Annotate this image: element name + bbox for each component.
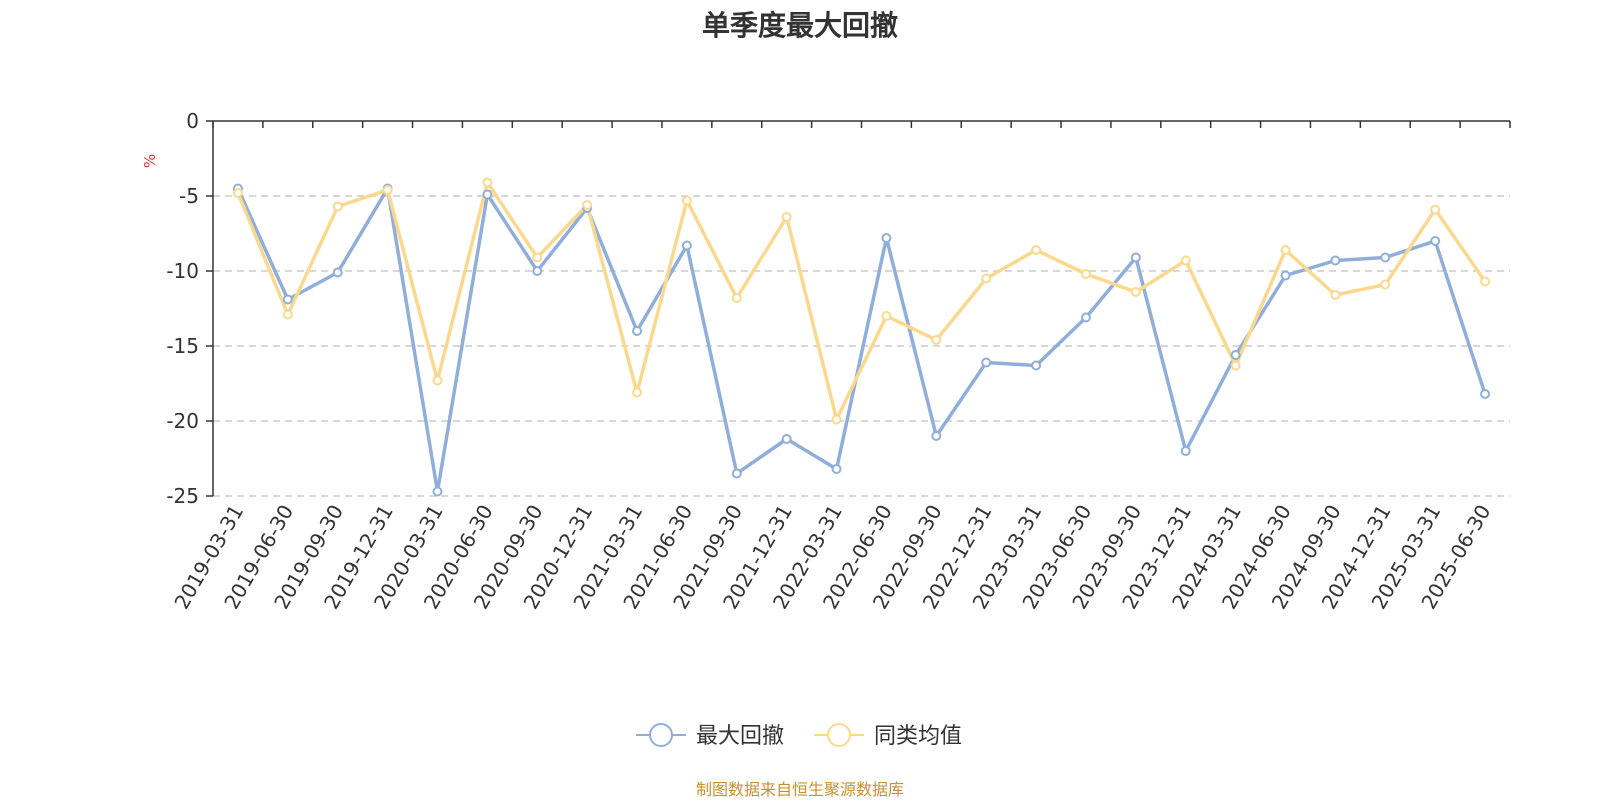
series-2-point xyxy=(482,177,493,188)
series-2-point xyxy=(1380,279,1391,290)
series-1-point xyxy=(1480,389,1491,399)
y-tick-label: 0 xyxy=(186,109,199,133)
series-2-point xyxy=(1230,360,1241,371)
series-1-point xyxy=(931,431,942,441)
y-tick-label: -15 xyxy=(166,334,199,358)
series-1-point xyxy=(681,240,692,251)
series-2-point xyxy=(1180,255,1191,266)
series-2-point xyxy=(831,414,842,425)
y-tick-label: -20 xyxy=(166,409,199,433)
source-note: 制图数据来自恒生聚源数据库 xyxy=(695,780,904,799)
series-2-point xyxy=(681,195,692,206)
series-2-point xyxy=(582,200,593,210)
series-2-point xyxy=(632,387,643,398)
series-1-point xyxy=(1430,236,1441,246)
series-1-point xyxy=(482,189,493,200)
series-1-point xyxy=(831,464,842,474)
series-line-2 xyxy=(236,180,1487,422)
series-2-point xyxy=(981,273,992,284)
series-1-point xyxy=(282,294,293,305)
axes: 0-5-10-15-20-252019-03-312019-06-302019-… xyxy=(166,109,1511,613)
series-1-point xyxy=(981,357,992,368)
series-2-point xyxy=(232,188,243,198)
legend-label: 同类均值 xyxy=(874,724,962,749)
series-layer xyxy=(232,177,1491,497)
series-2-point xyxy=(1430,204,1441,215)
series-2-point xyxy=(332,201,343,212)
y-tick-label: -10 xyxy=(166,259,199,283)
series-2-point xyxy=(432,375,443,386)
chart-title: 单季度最大回撤 xyxy=(701,9,898,42)
series-2-point xyxy=(1031,245,1042,255)
series-2-point xyxy=(931,335,942,345)
series-1-point xyxy=(731,468,742,479)
series-2-point xyxy=(532,252,543,263)
y-axis-unit-label: % xyxy=(141,154,159,168)
series-1-point xyxy=(781,434,792,444)
series-1-point xyxy=(532,266,543,276)
series-1-point xyxy=(1130,252,1141,263)
series-2-point xyxy=(881,311,892,321)
series-1-point xyxy=(432,486,443,497)
series-2-point xyxy=(1480,276,1491,287)
series-1-point xyxy=(332,267,343,278)
series-2-point xyxy=(731,293,742,303)
series-1-point xyxy=(881,233,892,243)
series-2-point xyxy=(781,212,792,222)
series-1-point xyxy=(1380,252,1391,263)
series-line-1 xyxy=(236,186,1487,494)
series-2-point xyxy=(282,309,293,320)
y-tick-label: -25 xyxy=(166,484,199,508)
legend-marker xyxy=(827,723,851,747)
series-2-point xyxy=(1080,269,1091,279)
legend: 最大回撤 同类均值 xyxy=(636,723,962,749)
legend-marker xyxy=(649,723,673,747)
series-1-point xyxy=(1180,446,1191,456)
series-1-point xyxy=(1080,312,1091,323)
series-1-point xyxy=(1280,270,1291,281)
series-1-point xyxy=(1230,350,1241,360)
legend-label: 最大回撤 xyxy=(696,724,784,749)
series-2-point xyxy=(1130,287,1141,297)
series-2-point xyxy=(382,185,393,195)
series-1-point xyxy=(632,326,643,336)
series-1-point xyxy=(1330,255,1341,266)
series-1-point xyxy=(1031,360,1042,371)
y-tick-label: -5 xyxy=(179,184,199,208)
series-2-point xyxy=(1330,290,1341,300)
series-2-point xyxy=(1280,245,1291,255)
